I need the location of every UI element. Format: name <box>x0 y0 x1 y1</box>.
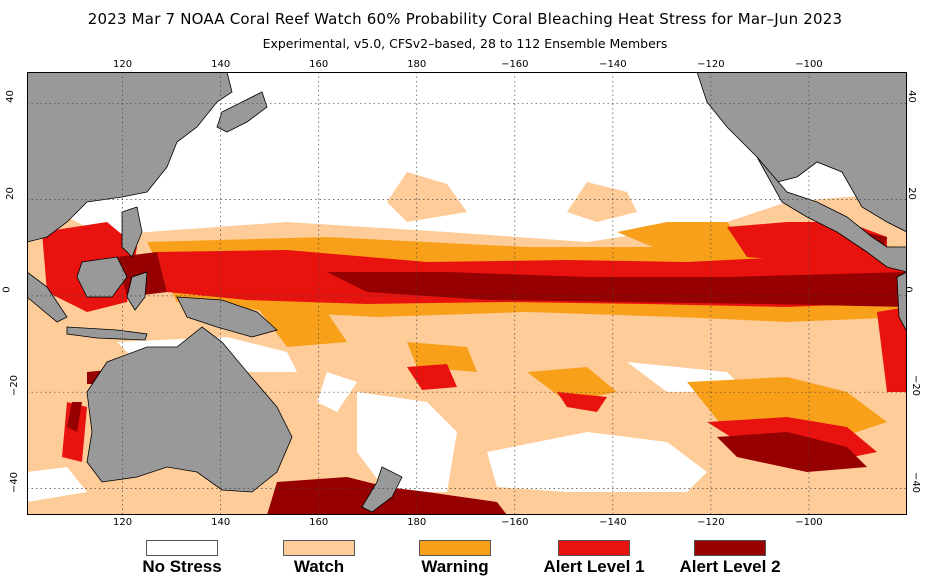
legend-swatch <box>283 540 355 556</box>
lon-tick-label-top: −140 <box>599 59 627 70</box>
legend-label: Warning <box>421 557 489 576</box>
lon-tick-label-bottom: 120 <box>113 517 133 528</box>
map-subtitle: Experimental, v5.0, CFSv2–based, 28 to 1… <box>262 36 668 51</box>
legend-item: Alert Level 2 <box>670 540 790 577</box>
lon-tick-label-bottom: −120 <box>697 517 725 528</box>
lon-tick-label-top: 140 <box>211 59 231 70</box>
land-new-zealand <box>361 466 403 513</box>
land-java <box>66 326 148 341</box>
lon-tick-label-top: −120 <box>697 59 725 70</box>
lon-tick-label-top: 160 <box>309 59 329 70</box>
legend-swatch <box>419 540 491 556</box>
legend-label: Alert Level 2 <box>679 557 781 576</box>
lat-tick-label-right: −20 <box>910 375 922 397</box>
lat-tick-label-right: 20 <box>905 186 917 200</box>
lat-tick-label-left: −40 <box>9 471 21 493</box>
legend-label: Watch <box>293 557 345 576</box>
legend-item: Watch <box>259 540 379 577</box>
lon-tick-label-bottom: −140 <box>599 517 627 528</box>
lat-tick-label-left: 20 <box>4 186 16 200</box>
land-mexico <box>756 156 907 273</box>
land-philippines <box>121 206 143 258</box>
lat-tick-label-right: 40 <box>905 90 917 104</box>
lat-tick-label-left: 40 <box>4 90 16 104</box>
lon-tick-label-top: 120 <box>113 59 133 70</box>
lon-tick-label-top: −100 <box>795 59 823 70</box>
lon-tick-label-bottom: 140 <box>211 517 231 528</box>
lon-tick-label-bottom: 160 <box>309 517 329 528</box>
lat-tick-label-left: −20 <box>9 375 21 397</box>
legend-item: Warning <box>395 540 515 577</box>
land-sulawesi <box>126 271 148 311</box>
lat-lon-gridlines <box>27 72 907 515</box>
land-japan <box>216 91 268 133</box>
map-title: 2023 Mar 7 NOAA Coral Reef Watch 60% Pro… <box>87 10 843 28</box>
legend-item: No Stress <box>122 540 242 577</box>
land-south-america <box>896 271 907 333</box>
lon-tick-label-bottom: −160 <box>501 517 529 528</box>
land-new-guinea <box>176 296 278 338</box>
legend-label: No Stress <box>142 557 222 576</box>
land-north-america <box>696 72 907 233</box>
land-east-asia <box>27 72 233 243</box>
lon-tick-label-top: 180 <box>407 59 427 70</box>
legend-swatch <box>558 540 630 556</box>
land-borneo <box>76 256 128 298</box>
lon-tick-label-bottom: 180 <box>407 517 427 528</box>
land-australia <box>86 326 293 493</box>
legend-item: Alert Level 1 <box>534 540 654 577</box>
legend-label: Alert Level 1 <box>543 557 645 576</box>
legend: No Stress Watch Warning Alert Level 1 Alert … <box>0 540 930 580</box>
map-frame <box>27 72 907 515</box>
lon-tick-label-top: −160 <box>501 59 529 70</box>
legend-swatch <box>146 540 218 556</box>
lon-tick-label-bottom: −100 <box>795 517 823 528</box>
bleaching-heat-stress-map <box>27 72 907 515</box>
land-masses <box>27 72 907 513</box>
land-sumatra <box>27 271 68 323</box>
lat-tick-label-left: 0 <box>1 286 13 293</box>
lat-tick-label-right: −40 <box>910 471 922 493</box>
legend-swatch <box>694 540 766 556</box>
